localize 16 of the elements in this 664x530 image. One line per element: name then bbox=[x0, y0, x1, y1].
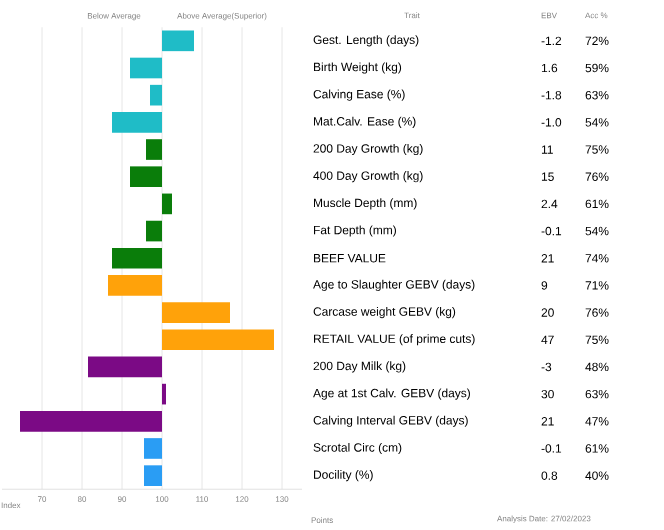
bar bbox=[144, 465, 162, 486]
bar bbox=[108, 275, 162, 296]
bar bbox=[88, 356, 162, 378]
bar bbox=[130, 57, 162, 79]
bar bbox=[162, 302, 230, 323]
bar bbox=[146, 220, 162, 242]
bar bbox=[162, 193, 172, 215]
bar bbox=[144, 438, 162, 459]
bar bbox=[112, 247, 162, 269]
bar bbox=[112, 112, 162, 133]
bar bbox=[20, 410, 162, 432]
bar bbox=[150, 84, 162, 106]
bar bbox=[162, 30, 194, 52]
bar bbox=[146, 139, 162, 160]
bar bbox=[162, 329, 274, 351]
bar bbox=[130, 166, 162, 188]
